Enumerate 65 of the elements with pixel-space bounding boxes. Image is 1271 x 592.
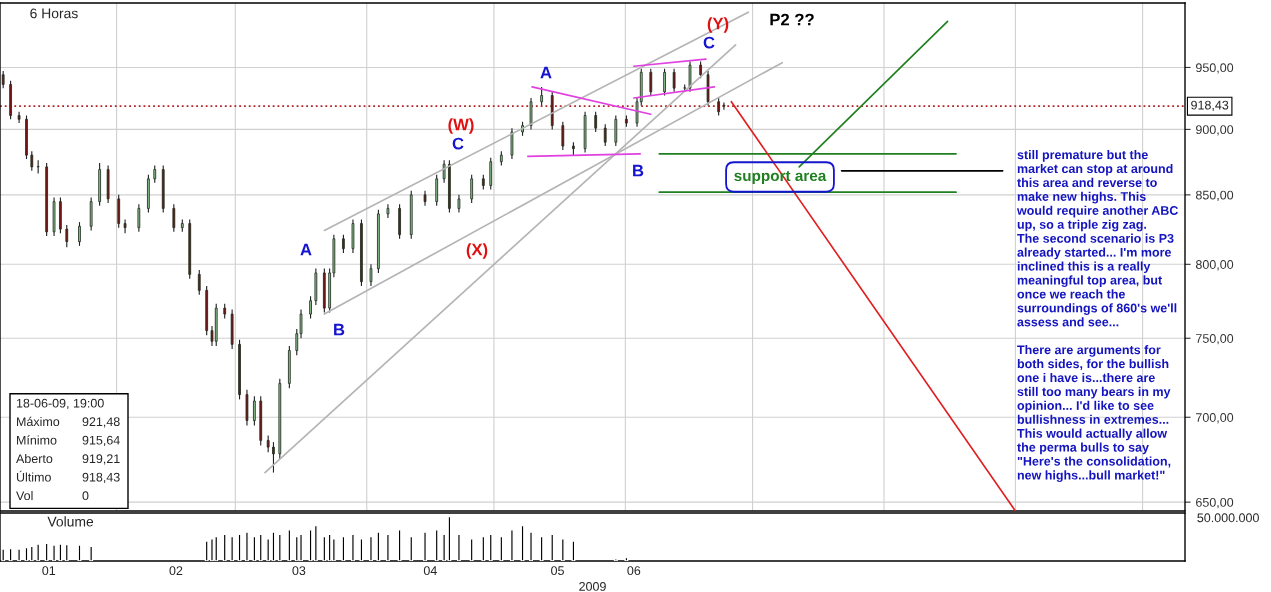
- annotation: 18-06-09, 19:00: [16, 398, 104, 410]
- candlestick: [688, 60, 692, 93]
- candlestick: [672, 68, 676, 93]
- candlestick: [529, 97, 533, 130]
- candlestick: [510, 127, 514, 160]
- x-tick-label: 02: [169, 566, 183, 576]
- annotation: A: [300, 243, 312, 256]
- annotation: C: [703, 36, 715, 49]
- x-tick-label: 03: [292, 566, 306, 576]
- chart-title: Volume: [47, 516, 94, 527]
- text: still premature but the market can stop at around this area and reverse to make new highs. This would require another ABC up, so a triple zig zag. The second scenario is P3 already started... I'm more inclined this is a really meaningful top area, but once we reach the surroundings of 860's we'll assess and see... There are arguments for both sides, for the bullish one i have is...there are still too many bears in my opinion... I'd like to see bullishness in extremes... This would actually allow the perma bulls to say "Here's the consolidation, new highs...bull market!": [1016, 150, 1179, 483]
- candlestick: [17, 111, 21, 124]
- y-tick-label: 750,00: [1196, 334, 1234, 345]
- x-tick-label: 05: [551, 566, 564, 576]
- candlestick: [540, 86, 543, 107]
- x-tick-label: 01: [42, 566, 56, 576]
- annotation: B: [334, 323, 345, 336]
- annotation: (X): [466, 243, 488, 259]
- candlestick: [272, 441, 275, 474]
- y-tick-label: 650,00: [1196, 497, 1234, 509]
- annotation: (W): [448, 118, 474, 134]
- candlestick: [309, 295, 312, 320]
- candlestick: [25, 114, 28, 160]
- candlestick: [342, 234, 345, 254]
- candlestick: [172, 203, 176, 233]
- annotation: C: [452, 137, 464, 150]
- candlestick: [663, 68, 666, 97]
- x-tick-label: 04: [423, 566, 437, 576]
- y-tick-label: 900,00: [1196, 125, 1234, 136]
- text: Último 918,43: [16, 470, 120, 484]
- candlestick: [435, 174, 439, 207]
- candlestick: [489, 157, 493, 191]
- candlestick: [614, 114, 618, 147]
- text: Mínimo 915,64: [17, 435, 120, 447]
- candlestick: [30, 150, 34, 172]
- annotation: B: [633, 164, 644, 177]
- text: Máximo 921,48: [17, 416, 120, 428]
- candlestick: [197, 269, 201, 296]
- candlestick: [369, 263, 373, 287]
- candlestick: [603, 123, 607, 147]
- text: 50.000.000: [1197, 513, 1259, 523]
- text: Vol 0: [16, 490, 89, 501]
- candlestick: [78, 221, 81, 247]
- y-tick-label: 800,00: [1195, 260, 1234, 271]
- chart-title: 6 Horas: [30, 8, 78, 19]
- candlestick: [386, 203, 390, 219]
- annotation: A: [540, 66, 552, 79]
- candlestick: [594, 111, 598, 133]
- candlestick: [137, 203, 141, 233]
- x-axis-title: 2009: [579, 582, 606, 591]
- y-tick-label: 850,00: [1195, 190, 1234, 201]
- candlestick: [253, 395, 256, 427]
- annotation: P2 ??: [770, 13, 814, 26]
- y-tick-label: 950,00: [1196, 63, 1234, 74]
- candlestick: [123, 218, 127, 234]
- candlestick: [65, 224, 69, 248]
- y-tick-label: 700,00: [1196, 413, 1234, 424]
- ref-line-label: 918,43: [1191, 100, 1229, 112]
- x-tick-label: 06: [627, 566, 641, 576]
- candlestick: [722, 101, 726, 111]
- candlestick: [649, 68, 653, 97]
- candlestick: [470, 174, 474, 204]
- candlestick: [561, 121, 565, 151]
- annotation: (Y): [707, 17, 729, 33]
- text: Aberto 919,21: [16, 453, 120, 465]
